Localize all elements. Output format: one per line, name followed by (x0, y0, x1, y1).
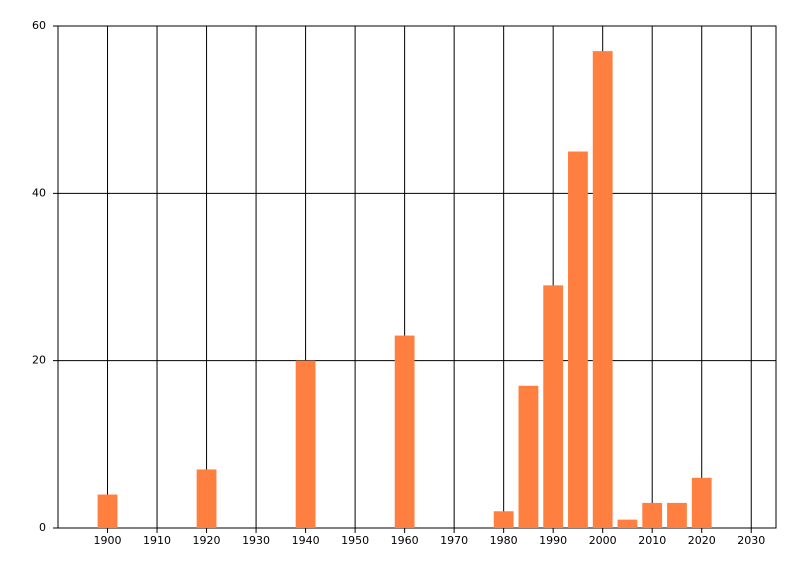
x-tick-label: 1970 (440, 534, 468, 547)
bar (394, 335, 415, 528)
x-tick-label: 2000 (589, 534, 617, 547)
x-tick-label: 1980 (490, 534, 518, 547)
x-tick-label: 1920 (193, 534, 221, 547)
bar (617, 519, 638, 528)
bar (518, 385, 539, 528)
y-tick-label: 60 (32, 19, 46, 32)
x-tick-label: 1950 (341, 534, 369, 547)
y-tick-label: 0 (39, 521, 46, 534)
bar (295, 360, 316, 528)
x-tick-label: 1900 (94, 534, 122, 547)
x-tick-label: 1910 (143, 534, 171, 547)
bar (592, 51, 613, 528)
bar (196, 469, 217, 528)
bar (543, 285, 564, 528)
x-tick-label: 1960 (391, 534, 419, 547)
bar (493, 511, 514, 528)
x-tick-label: 2020 (688, 534, 716, 547)
x-tick-label: 2010 (638, 534, 666, 547)
bar (642, 502, 663, 528)
y-tick-label: 40 (32, 186, 46, 199)
x-tick-label: 2030 (737, 534, 765, 547)
x-tick-label: 1990 (539, 534, 567, 547)
bar (691, 477, 712, 528)
plot-frame (57, 25, 777, 529)
x-tick-label: 1940 (292, 534, 320, 547)
bar (97, 494, 118, 528)
y-tick-label: 20 (32, 354, 46, 367)
bar (568, 151, 588, 528)
x-tick-label: 1930 (242, 534, 270, 547)
bar (667, 502, 687, 528)
